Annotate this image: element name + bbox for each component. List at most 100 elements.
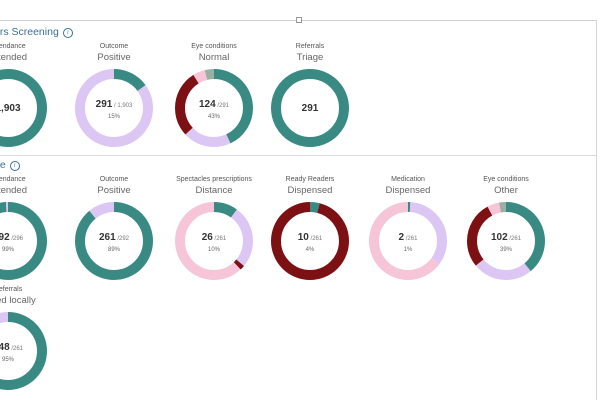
donut-value: 10 /261 — [298, 232, 323, 243]
donut-count: 2 — [399, 232, 405, 243]
donut-segment — [175, 202, 253, 280]
card-label: Spectacles prescriptions — [176, 176, 252, 183]
donut-total: /261 — [10, 346, 24, 352]
card-subtitle: Attended — [0, 185, 28, 196]
donut-segment — [175, 69, 253, 147]
donut-card[interactable]: Eye conditions Normal 124 /291 43% — [169, 43, 259, 148]
donut-value: 1,903 — [0, 103, 21, 114]
donut-percent: 95% — [2, 357, 15, 363]
donut-value: 2 /261 — [399, 232, 419, 243]
donut-percent: 4% — [306, 247, 315, 253]
donut-count: 248 — [0, 342, 10, 353]
donut-card[interactable]: Attendance Attended 1,903 — [0, 43, 53, 148]
donut-segment — [175, 69, 253, 147]
card-label: Attendance — [0, 176, 26, 183]
resize-handle[interactable] — [296, 17, 302, 23]
donut-value: 291 — [302, 103, 319, 114]
donut-segment — [271, 69, 349, 147]
donut-chart: 10 /261 4% — [271, 202, 349, 280]
donut-count: 292 — [0, 232, 10, 243]
donut-total: /261 — [508, 236, 522, 242]
donut-segment — [175, 202, 253, 280]
card-label: Ready Readers — [285, 176, 335, 183]
donut-value: 124 /291 — [199, 99, 230, 110]
donut-segment — [467, 202, 545, 280]
donut-percent: 43% — [208, 114, 221, 120]
donut-total: /291 — [216, 103, 230, 109]
card-label: Eye conditions — [483, 176, 529, 183]
donut-chart: 2 /261 1% — [369, 202, 447, 280]
card-subtitle: Positive — [97, 185, 131, 196]
donut-value: 248 /261 — [0, 342, 24, 353]
donut-value: 292 /296 — [0, 232, 24, 243]
donut-count: 291 — [302, 103, 319, 114]
card-subtitle: Dispensed — [385, 185, 431, 196]
donut-card[interactable]: Attendance Attended 292 /296 99% — [0, 176, 53, 281]
card-subtitle: Distance — [195, 185, 233, 196]
donut-percent: 89% — [108, 247, 121, 253]
donut-count: 10 — [298, 232, 310, 243]
donut-percent: 10% — [208, 247, 221, 253]
card-label: Eye conditions — [191, 43, 237, 50]
donut-chart: 102 /261 39% — [467, 202, 545, 280]
donut-card[interactable]: Referrals Triage 291 — [265, 43, 355, 148]
section-title-screening: ers Screening i — [0, 26, 73, 38]
donut-total: /261 — [213, 236, 227, 242]
donut-count: 291 — [96, 99, 113, 110]
donut-count: 124 — [199, 99, 216, 110]
info-icon[interactable]: i — [9, 161, 20, 171]
donut-segment — [271, 202, 349, 280]
section-title-text: ge — [0, 159, 6, 171]
card-label: Outcome — [99, 176, 129, 183]
donut-card[interactable]: Spectacles prescriptions Distance 26 /261 1… — [169, 176, 259, 281]
donut-chart: 124 /291 43% — [175, 69, 253, 147]
donut-value: 102 /261 — [491, 232, 522, 243]
section-title-triage: gei — [0, 159, 20, 171]
donut-percent: 99% — [2, 247, 15, 253]
donut-chart: 248 /261 95% — [0, 312, 47, 390]
card-subtitle: Normal — [198, 52, 230, 63]
card-subtitle: naged locally — [0, 295, 36, 306]
donut-card[interactable]: Referrals naged locally 248 /261 95% — [0, 286, 53, 391]
donut-chart: 291 / 1,903 15% — [75, 69, 153, 147]
donut-percent: 39% — [500, 247, 513, 253]
donut-segment — [75, 69, 153, 147]
donut-card[interactable]: Medication Dispensed 2 /261 1% — [363, 176, 453, 281]
card-subtitle: Positive — [97, 52, 131, 63]
donut-card[interactable]: Ready Readers Dispensed 10 /261 4% — [265, 176, 355, 281]
donut-segment — [467, 202, 545, 280]
donut-segment — [369, 202, 447, 280]
donut-value: 261 /292 — [99, 232, 130, 243]
donut-card[interactable]: Eye conditions Other 102 /261 39% — [461, 176, 551, 281]
card-label: Outcome — [99, 43, 129, 50]
donut-total: /296 — [10, 236, 24, 242]
donut-segment — [0, 202, 47, 280]
card-label: Medication — [391, 176, 425, 183]
card-label: Referrals — [0, 286, 23, 293]
window-right-border — [596, 20, 597, 400]
info-icon[interactable]: i — [62, 28, 73, 38]
donut-card[interactable]: Outcome Positive 261 /292 89% — [69, 176, 159, 281]
donut-chart: 292 /296 99% — [0, 202, 47, 280]
donut-segment — [0, 312, 47, 390]
section-divider — [0, 155, 596, 156]
donut-segment — [175, 69, 253, 147]
card-subtitle: Triage — [296, 52, 324, 63]
donut-chart: 261 /292 89% — [75, 202, 153, 280]
donut-count: 26 — [202, 232, 214, 243]
donut-value: 291 / 1,903 — [96, 99, 133, 110]
donut-count: 102 — [491, 232, 508, 243]
donut-card[interactable]: Outcome Positive 291 / 1,903 15% — [69, 43, 159, 148]
donut-value: 26 /261 — [202, 232, 227, 243]
donut-segment — [75, 202, 153, 280]
donut-count: 261 — [99, 232, 116, 243]
card-label: Referrals — [295, 43, 325, 50]
donut-chart: 1,903 — [0, 69, 47, 147]
card-subtitle: Attended — [0, 52, 28, 63]
card-subtitle: Other — [494, 185, 518, 196]
donut-total: /261 — [404, 236, 418, 242]
card-label: Attendance — [0, 43, 26, 50]
donut-total: / 1,903 — [112, 103, 133, 109]
card-subtitle: Dispensed — [287, 185, 333, 196]
donut-total: /261 — [309, 236, 323, 242]
